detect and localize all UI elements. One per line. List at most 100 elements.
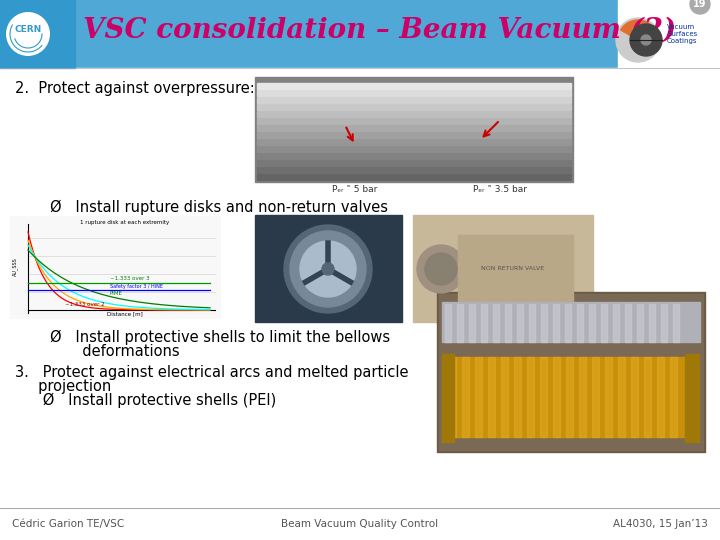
Bar	[462, 357, 469, 437]
Text: Ø   Install rupture disks and non-return valves: Ø Install rupture disks and non-return v…	[50, 199, 388, 214]
Bar	[257, 160, 571, 166]
Bar	[661, 304, 667, 342]
Bar	[10, 216, 220, 318]
Bar	[618, 0, 720, 68]
Circle shape	[616, 18, 660, 62]
Bar	[255, 77, 573, 182]
Text: 2.  Protect against overpressure:: 2. Protect against overpressure:	[15, 80, 255, 96]
Text: Pₑᵣ ˜ 3.5 bar: Pₑᵣ ˜ 3.5 bar	[473, 186, 527, 194]
Text: VSC consolidation – Beam Vacuum (2): VSC consolidation – Beam Vacuum (2)	[84, 17, 677, 44]
Bar	[592, 357, 599, 437]
Bar	[577, 304, 583, 342]
Bar	[0, 0, 75, 68]
Bar	[589, 304, 595, 342]
Text: AL4030, 15 Jan’13: AL4030, 15 Jan’13	[613, 519, 708, 529]
Bar	[439, 294, 703, 450]
Bar	[618, 357, 625, 437]
Bar	[644, 357, 651, 437]
Bar	[449, 357, 456, 437]
Text: ~1.333 over 3: ~1.333 over 3	[110, 276, 150, 281]
Bar	[445, 304, 451, 342]
Bar	[649, 304, 655, 342]
Circle shape	[300, 241, 356, 297]
Bar	[257, 174, 571, 180]
Bar	[475, 357, 482, 437]
Text: projection: projection	[15, 379, 112, 394]
Bar	[437, 292, 705, 452]
Text: 1 rupture disk at each extremity: 1 rupture disk at each extremity	[81, 220, 170, 225]
Bar	[488, 357, 495, 437]
Bar	[657, 357, 664, 437]
Bar	[257, 111, 571, 117]
Polygon shape	[621, 20, 655, 40]
Bar	[458, 235, 573, 302]
Text: Ø   Install protective shells to limit the bellows: Ø Install protective shells to limit the…	[50, 329, 390, 345]
Bar	[481, 304, 487, 342]
Bar	[442, 354, 454, 442]
Bar	[631, 357, 638, 437]
Bar	[514, 357, 521, 437]
Text: Vacuum
Surfaces
Coatings: Vacuum Surfaces Coatings	[667, 24, 698, 44]
Bar	[541, 304, 547, 342]
Bar	[605, 357, 612, 437]
Bar	[257, 97, 571, 103]
Bar	[257, 146, 571, 152]
Bar	[0, 0, 720, 68]
Circle shape	[690, 0, 710, 14]
Bar	[257, 104, 571, 110]
Text: CERN: CERN	[14, 25, 42, 35]
Bar	[257, 132, 571, 138]
Circle shape	[322, 263, 334, 275]
Bar	[553, 357, 560, 437]
Circle shape	[284, 225, 372, 313]
Text: deformations: deformations	[50, 343, 179, 359]
Text: NON RETURN VALVE: NON RETURN VALVE	[482, 267, 544, 272]
Bar	[579, 357, 586, 437]
Bar	[257, 90, 571, 96]
Text: Pₑᵣ ˜ 5 bar: Pₑᵣ ˜ 5 bar	[333, 186, 378, 194]
Text: Distance [m]: Distance [m]	[107, 311, 143, 316]
Bar	[527, 357, 534, 437]
Circle shape	[417, 245, 465, 293]
Bar	[257, 83, 571, 89]
Bar	[257, 167, 571, 173]
Text: Cédric Garion TE/VSC: Cédric Garion TE/VSC	[12, 519, 125, 529]
Bar	[685, 354, 699, 442]
Bar	[442, 302, 700, 342]
Text: 19: 19	[693, 0, 707, 9]
Bar	[670, 357, 677, 437]
Circle shape	[425, 253, 457, 285]
Bar	[625, 304, 631, 342]
Bar	[255, 215, 402, 322]
Bar	[257, 153, 571, 159]
Bar	[457, 304, 463, 342]
Bar	[501, 357, 508, 437]
Text: Beam Vacuum Quality Control: Beam Vacuum Quality Control	[282, 519, 438, 529]
Bar	[257, 118, 571, 124]
Circle shape	[630, 24, 662, 56]
Text: AU_SSS: AU_SSS	[12, 258, 18, 276]
Bar	[529, 304, 535, 342]
Text: Safety factor 3 / HiNE: Safety factor 3 / HiNE	[110, 284, 163, 289]
Circle shape	[6, 12, 50, 56]
Bar	[540, 357, 547, 437]
Text: PIME: PIME	[110, 291, 123, 296]
Bar	[673, 304, 679, 342]
Bar	[493, 304, 499, 342]
Bar	[637, 304, 643, 342]
Bar	[469, 304, 475, 342]
Bar	[447, 357, 695, 437]
Bar	[0, 68, 720, 510]
Bar	[257, 125, 571, 131]
Bar	[517, 304, 523, 342]
Circle shape	[290, 231, 366, 307]
Bar	[553, 304, 559, 342]
Bar	[601, 304, 607, 342]
Circle shape	[641, 35, 651, 45]
Bar	[257, 139, 571, 145]
Bar	[613, 304, 619, 342]
Text: 3.   Protect against electrical arcs and melted particle: 3. Protect against electrical arcs and m…	[15, 364, 408, 380]
Bar	[566, 357, 573, 437]
Text: Ø   Install protective shells (PEI): Ø Install protective shells (PEI)	[15, 393, 276, 408]
Bar	[505, 304, 511, 342]
